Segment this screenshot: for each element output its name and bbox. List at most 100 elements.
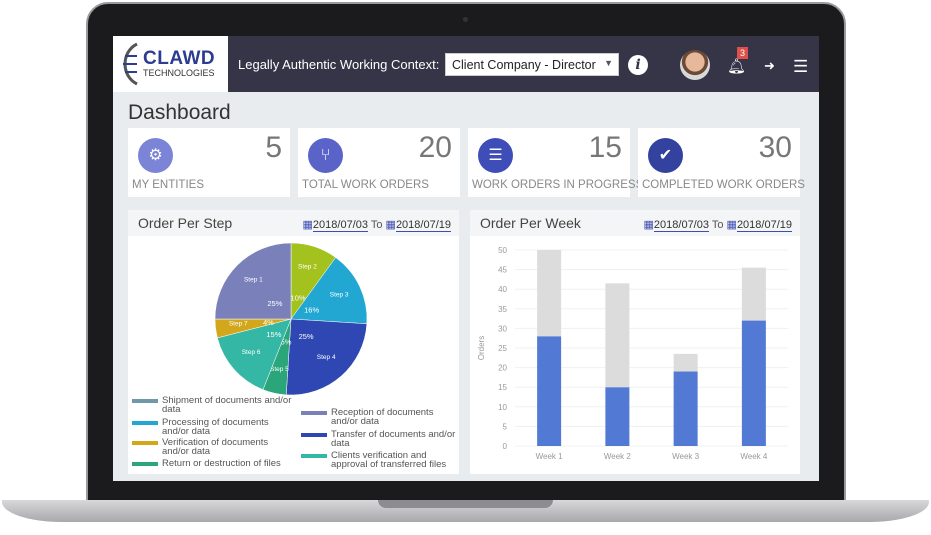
slice-label: Step 4 <box>317 354 336 361</box>
slice-label: Step 5 <box>270 366 289 373</box>
context-value: Client Company - Director <box>452 58 596 72</box>
context-select[interactable]: Client Company - Director ▼ <box>445 53 619 76</box>
y-tick-label: 30 <box>498 324 507 333</box>
logo-subtitle: TECHNOLOGIES <box>143 68 215 78</box>
slice-label: Step 1 <box>244 276 263 283</box>
screen: CLAWD TECHNOLOGIES Legally Authentic Work… <box>113 36 819 481</box>
pie-slice[interactable] <box>217 318 292 390</box>
stat-value: 5 <box>265 131 282 164</box>
legend-item: Shipment of documents and/or data <box>132 396 297 414</box>
slice-percent: 4% <box>263 318 274 327</box>
context-label: Legally Authentic Working Context: <box>238 57 440 72</box>
bar-chart: 0 5 10 15 20 25 30 35 40 45 50 Orders Week 1 Week 2 We… <box>477 246 788 461</box>
legend-item: Reception of documents and/or data <box>301 408 459 426</box>
y-tick-label: 35 <box>498 305 507 314</box>
slice-label: Step 7 <box>229 321 248 328</box>
legend-label: Clients verification and approval of tra… <box>331 450 447 470</box>
bar-remaining[interactable] <box>741 267 766 321</box>
bar-completed[interactable] <box>741 320 766 446</box>
pie-chart: Step 2 10% Step 3 16% Step 4 25% Step 5 5% Step … <box>214 242 368 396</box>
dropdown-arrow-icon: ▼ <box>604 58 613 68</box>
y-tick-label: 0 <box>503 442 508 451</box>
gears-icon: ⚙ <box>138 138 173 173</box>
panel-title: Order Per Step <box>138 215 233 231</box>
y-tick-label: 5 <box>503 422 508 431</box>
legend-label: Shipment of documents and/or data <box>162 395 292 415</box>
hamburger-menu-icon[interactable]: ☰ <box>793 57 809 76</box>
bar-completed[interactable] <box>605 387 630 446</box>
branch-icon: ⑂ <box>308 138 343 173</box>
legend-label: Transfer of documents and/or data <box>331 429 456 449</box>
bar-remaining[interactable] <box>537 250 562 337</box>
slice-percent: 5% <box>281 337 292 346</box>
top-bar: CLAWD TECHNOLOGIES Legally Authentic Work… <box>113 36 819 92</box>
date-to[interactable]: 2018/07/19 <box>395 219 451 232</box>
stat-value: 30 <box>758 131 792 164</box>
stat-value: 15 <box>588 131 622 164</box>
stat-card[interactable]: ⚙ 5 MY ENTITIES <box>128 128 290 197</box>
date-from[interactable]: 2018/07/03 <box>653 219 709 232</box>
bar-remaining[interactable] <box>673 353 698 372</box>
list-check-icon: ☰ <box>478 138 513 173</box>
logo[interactable]: CLAWD TECHNOLOGIES <box>113 36 228 92</box>
stat-label: WORK ORDERS IN PROGRESS <box>472 179 644 191</box>
logout-icon[interactable]: ➜ <box>764 58 775 73</box>
avatar[interactable] <box>680 50 710 80</box>
legend-swatch <box>301 433 327 437</box>
date-to[interactable]: 2018/07/19 <box>736 219 792 232</box>
bell-icon[interactable]: 🔔︎ <box>727 58 747 75</box>
slice-percent: 25% <box>299 332 314 341</box>
slice-percent: 25% <box>267 299 282 308</box>
y-tick-label: 45 <box>498 266 507 275</box>
pie-slice[interactable] <box>290 257 368 325</box>
stat-value: 20 <box>418 131 452 164</box>
legend-item: Transfer of documents and/or data <box>301 430 459 448</box>
slice-percent: 16% <box>304 305 319 314</box>
legend-swatch <box>301 454 327 458</box>
x-tick-label: Week 1 <box>536 452 564 461</box>
laptop-notch <box>378 500 553 508</box>
bar-remaining[interactable] <box>605 283 630 388</box>
y-tick-label: 15 <box>498 383 507 392</box>
y-axis-label: Orders <box>477 336 486 360</box>
page-title: Dashboard <box>128 101 231 124</box>
calendar-icon: ▦ <box>643 219 654 231</box>
y-tick-label: 40 <box>498 285 507 294</box>
legend-label: Reception of documents and/or data <box>331 407 434 427</box>
clipboard-check-icon: ✔ <box>648 138 683 173</box>
to-label: To <box>711 219 724 231</box>
legend-label: Verification of documents and/or data <box>162 437 269 457</box>
calendar-icon: ▦ <box>726 219 737 231</box>
camera <box>463 17 468 22</box>
legend-swatch <box>132 399 158 403</box>
legend-item: Return or destruction of files <box>132 459 297 468</box>
calendar-icon: ▦ <box>302 219 313 231</box>
pie-slice[interactable] <box>214 242 292 320</box>
info-icon[interactable]: i <box>628 55 648 75</box>
bar-completed[interactable] <box>673 371 698 446</box>
helix-icon <box>123 42 138 86</box>
slice-percent: 15% <box>266 330 281 339</box>
stat-card[interactable]: ☰ 15 WORK ORDERS IN PROGRESS <box>468 128 643 197</box>
stat-label: TOTAL WORK ORDERS <box>302 179 429 191</box>
laptop-base <box>2 500 929 522</box>
legend-label: Return or destruction of files <box>162 458 281 469</box>
slice-label: Step 3 <box>330 291 349 298</box>
calendar-icon: ▦ <box>385 219 396 231</box>
logo-title: CLAWD <box>143 48 216 69</box>
stat-card[interactable]: ⑂ 20 TOTAL WORK ORDERS <box>298 128 460 197</box>
y-tick-label: 10 <box>498 403 507 412</box>
stat-card[interactable]: ✔ 30 COMPLETED WORK ORDERS <box>638 128 805 197</box>
legend-item: Verification of documents and/or data <box>132 438 297 456</box>
date-from[interactable]: 2018/07/03 <box>312 219 368 232</box>
pie-slice[interactable] <box>285 318 368 396</box>
slice-label: Step 6 <box>242 349 261 356</box>
legend-swatch <box>132 462 158 466</box>
bar-completed[interactable] <box>537 336 562 446</box>
y-tick-label: 20 <box>498 364 507 373</box>
order-per-week-panel: Order Per Week ▦2018/07/03 To ▦2018/07/1… <box>470 210 800 474</box>
order-per-step-panel: Order Per Step ▦2018/07/03 To ▦2018/07/1… <box>128 210 459 474</box>
stat-label: MY ENTITIES <box>132 179 204 191</box>
x-tick-label: Week 2 <box>604 452 632 461</box>
x-tick-label: Week 4 <box>740 452 768 461</box>
